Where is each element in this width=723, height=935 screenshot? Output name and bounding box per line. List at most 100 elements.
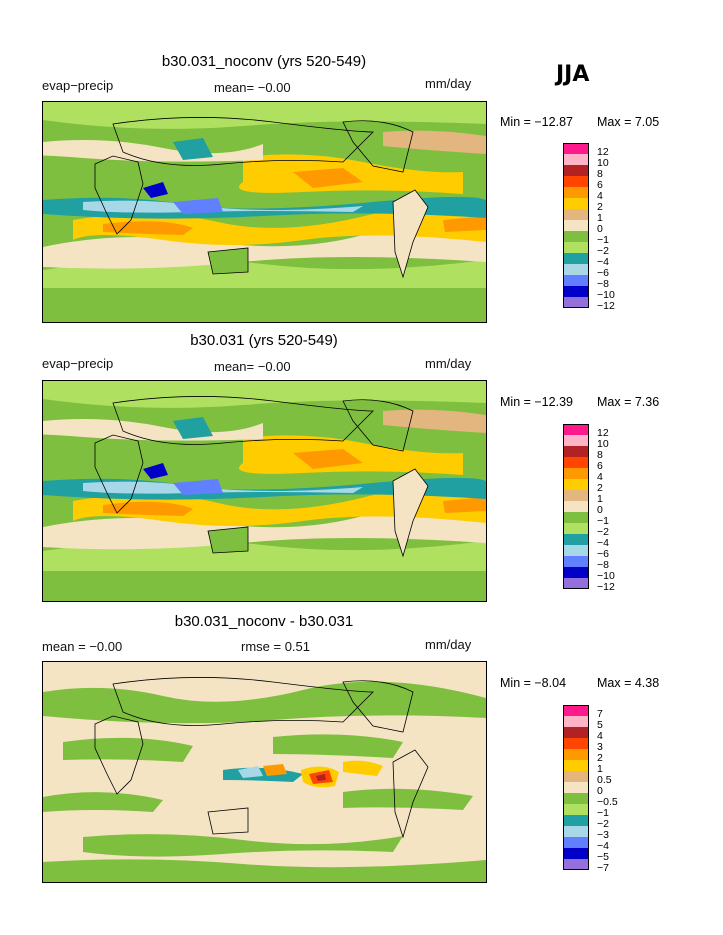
panel-2-max: Max = 7.36: [597, 395, 660, 409]
colorbar-tick-label: −0.5: [597, 796, 618, 808]
colorbar-swatch: [563, 457, 589, 468]
colorbar-tick-label: 0.5: [597, 774, 612, 786]
colorbar-swatch: [563, 804, 589, 815]
panel-3-colorbar: [563, 705, 589, 870]
colorbar-tick-label: 4: [597, 730, 603, 742]
colorbar-tick-label: 12: [597, 146, 609, 158]
colorbar-tick-label: −2: [597, 245, 609, 257]
colorbar-swatch: [563, 545, 589, 556]
colorbar-tick-label: 8: [597, 168, 603, 180]
panel-3-units: mm/day: [425, 637, 472, 652]
panel-3-rmse: rmse = 0.51: [241, 639, 311, 654]
panel-2-colorbar: [563, 424, 589, 589]
colorbar-swatch: [563, 187, 589, 198]
panel-1-map-image: [43, 102, 486, 322]
colorbar-tick-label: 7: [597, 708, 603, 720]
colorbar-swatch: [563, 523, 589, 534]
colorbar-tick-label: 3: [597, 741, 603, 753]
colorbar-tick-label: −10: [597, 570, 615, 582]
panel-3-max: Max = 4.38: [597, 676, 660, 690]
colorbar-swatch: [563, 782, 589, 793]
panel-3-map-image: [43, 662, 486, 882]
colorbar-tick-label: −12: [597, 300, 615, 312]
colorbar-tick-label: 0: [597, 785, 603, 797]
colorbar-swatch: [563, 446, 589, 457]
colorbar-swatch: [563, 859, 589, 870]
panel-3-title: b30.031_noconv - b30.031: [174, 613, 354, 630]
colorbar-swatch: [563, 826, 589, 837]
colorbar-tick-label: −8: [597, 278, 609, 290]
panel-1-units: mm/day: [425, 76, 472, 91]
colorbar-swatch: [563, 578, 589, 589]
colorbar-tick-label: −6: [597, 548, 609, 560]
panel-2-field-label: evap−precip: [42, 356, 114, 371]
colorbar-swatch: [563, 264, 589, 275]
colorbar-tick-label: −2: [597, 526, 609, 538]
colorbar-tick-label: −12: [597, 581, 615, 593]
panel-3-mean: mean = −0.00: [42, 639, 123, 654]
colorbar-swatch: [563, 424, 589, 435]
colorbar-swatch: [563, 297, 589, 308]
panel-1-map: [42, 101, 487, 323]
colorbar-swatch: [563, 220, 589, 231]
colorbar-tick-label: 10: [597, 438, 609, 450]
colorbar-tick-label: −5: [597, 851, 609, 863]
colorbar-tick-label: −1: [597, 807, 609, 819]
season-label: JJA: [556, 62, 590, 87]
colorbar-tick-label: −6: [597, 267, 609, 279]
colorbar-tick-label: 0: [597, 223, 603, 235]
colorbar-swatch: [563, 727, 589, 738]
colorbar-tick-label: 5: [597, 719, 603, 731]
colorbar-tick-label: 2: [597, 201, 603, 213]
colorbar-tick-label: 4: [597, 190, 603, 202]
colorbar-swatch: [563, 198, 589, 209]
panel-1-colorbar: [563, 143, 589, 308]
colorbar-tick-label: −4: [597, 256, 609, 268]
colorbar-swatch: [563, 815, 589, 826]
colorbar-tick-label: 10: [597, 157, 609, 169]
colorbar-tick-label: 2: [597, 482, 603, 494]
colorbar-tick-label: 1: [597, 212, 603, 224]
colorbar-swatch: [563, 793, 589, 804]
colorbar-tick-label: −1: [597, 515, 609, 527]
panel-3-min: Min = −8.04: [500, 676, 567, 690]
panel-1-min: Min = −12.87: [500, 115, 573, 129]
colorbar-swatch: [563, 534, 589, 545]
colorbar-swatch: [563, 716, 589, 727]
colorbar-tick-label: 4: [597, 471, 603, 483]
colorbar-swatch: [563, 435, 589, 446]
colorbar-tick-label: −8: [597, 559, 609, 571]
colorbar-swatch: [563, 512, 589, 523]
colorbar-swatch: [563, 143, 589, 154]
colorbar-swatch: [563, 231, 589, 242]
panel-2-title: b30.031 (yrs 520-549): [190, 332, 338, 349]
colorbar-swatch: [563, 771, 589, 782]
colorbar-swatch: [563, 567, 589, 578]
colorbar-tick-label: 1: [597, 493, 603, 505]
colorbar-tick-label: 0: [597, 504, 603, 516]
panel-1-title: b30.031_noconv (yrs 520-549): [161, 53, 367, 70]
panel-2-mean: mean= −0.00: [214, 359, 291, 374]
colorbar-swatch: [563, 209, 589, 220]
colorbar-swatch: [563, 154, 589, 165]
colorbar-swatch: [563, 837, 589, 848]
colorbar-swatch: [563, 165, 589, 176]
colorbar-swatch: [563, 738, 589, 749]
panel-2-map-image: [43, 381, 486, 601]
colorbar-swatch: [563, 468, 589, 479]
colorbar-swatch: [563, 556, 589, 567]
colorbar-swatch: [563, 760, 589, 771]
colorbar-tick-label: 6: [597, 460, 603, 472]
colorbar-tick-label: 6: [597, 179, 603, 191]
colorbar-tick-label: −1: [597, 234, 609, 246]
colorbar-tick-label: −4: [597, 537, 609, 549]
colorbar-tick-label: −4: [597, 840, 609, 852]
colorbar-tick-label: 8: [597, 449, 603, 461]
colorbar-tick-label: −3: [597, 829, 609, 841]
panel-1-max: Max = 7.05: [597, 115, 660, 129]
colorbar-tick-label: −7: [597, 862, 609, 874]
panel-3-map: [42, 661, 487, 883]
colorbar-swatch: [563, 848, 589, 859]
panel-1-mean: mean= −0.00: [214, 80, 291, 95]
panel-2-min: Min = −12.39: [500, 395, 573, 409]
